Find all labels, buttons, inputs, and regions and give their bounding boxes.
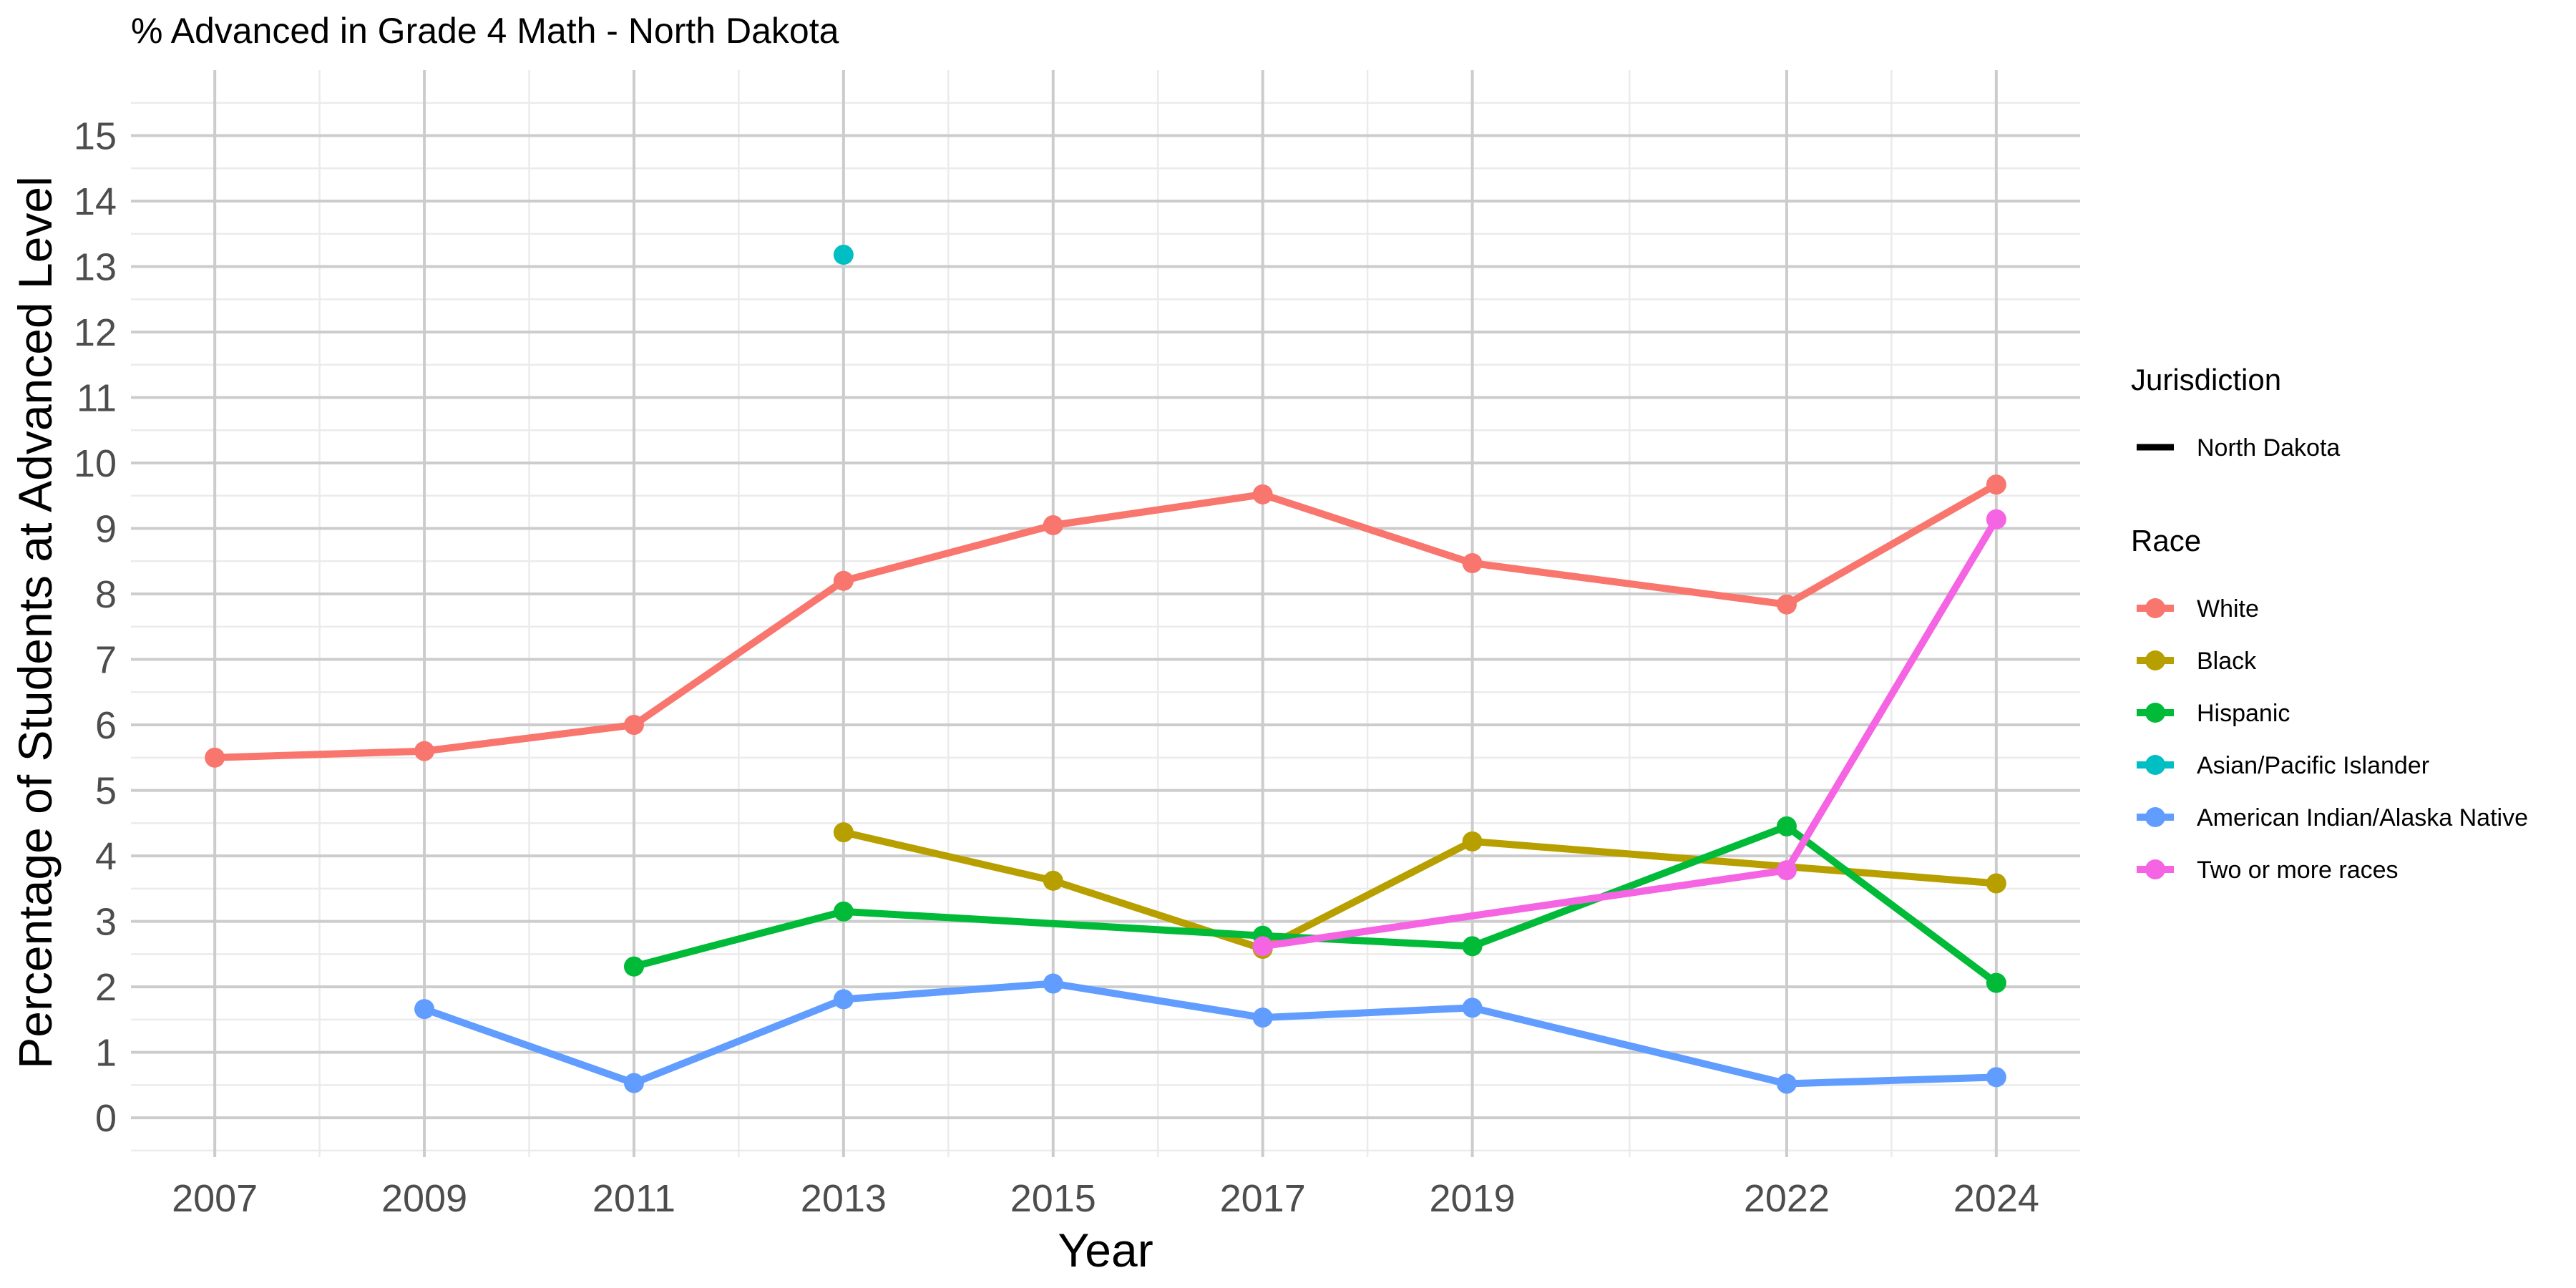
- data-point-american-indian-alaska-native: [1043, 973, 1063, 994]
- legend-key-point: [2145, 650, 2165, 670]
- legend-key-point: [2145, 807, 2165, 827]
- y-tick-label: 11: [77, 377, 117, 420]
- legend-key-point: [2145, 703, 2165, 723]
- y-tick-label: 3: [95, 901, 117, 944]
- data-point-hispanic: [1462, 936, 1483, 957]
- data-point-black: [1043, 870, 1063, 891]
- y-tick-label: 2: [95, 966, 117, 1009]
- legend-item-north-dakota: North Dakota: [2137, 434, 2340, 462]
- data-point-hispanic: [833, 901, 854, 922]
- legend-label: Asian/Pacific Islander: [2197, 752, 2429, 779]
- x-tick-label: 2019: [1430, 1177, 1516, 1220]
- y-tick-label: 14: [74, 180, 117, 223]
- data-point-white: [1043, 514, 1063, 535]
- legend-item-black: Black: [2137, 648, 2257, 675]
- data-point-white: [833, 570, 854, 591]
- y-tick-label: 6: [95, 704, 117, 747]
- y-tick-label: 9: [95, 508, 117, 551]
- x-axis-title: Year: [1058, 1224, 1153, 1277]
- legend-race: Race White Black Hispanic Asian/Pacific Isla…: [2131, 524, 2528, 884]
- series-two-or-more-races: [1252, 509, 2006, 957]
- legend-key-point: [2145, 598, 2165, 618]
- data-point-two-or-more-races: [1776, 860, 1797, 881]
- data-point-american-indian-alaska-native: [1252, 1008, 1273, 1028]
- data-point-hispanic: [1776, 816, 1797, 836]
- y-tick-label: 7: [95, 639, 117, 682]
- series-white: [205, 474, 2006, 768]
- data-point-white: [205, 747, 225, 768]
- x-tick-label: 2015: [1010, 1177, 1096, 1220]
- data-point-white: [414, 741, 435, 761]
- data-point-black: [833, 822, 854, 843]
- legend-item-hispanic: Hispanic: [2137, 700, 2290, 727]
- series-asian-pacific-islander: [833, 245, 854, 265]
- x-tick-label: 2007: [172, 1177, 258, 1220]
- legend-label: Hispanic: [2197, 700, 2290, 727]
- legend-title: Race: [2131, 524, 2201, 557]
- legend-item-asian-pacific-islander: Asian/Pacific Islander: [2137, 752, 2429, 779]
- chart-title: % Advanced in Grade 4 Math - North Dakot…: [131, 11, 839, 51]
- x-tick-label: 2024: [1953, 1177, 2039, 1220]
- series-line-hispanic: [633, 822, 1999, 986]
- legend-title: Jurisdiction: [2131, 363, 2281, 396]
- legend-item-american-indian-alaska-native: American Indian/Alaska Native: [2137, 804, 2528, 831]
- series-layer: [205, 245, 2006, 1094]
- data-point-white: [1462, 553, 1483, 574]
- data-point-two-or-more-races: [1986, 509, 2006, 530]
- data-point-american-indian-alaska-native: [1986, 1067, 2006, 1088]
- legend-key-point: [2145, 859, 2165, 879]
- legend-item-two-or-more-races: Two or more races: [2137, 857, 2399, 884]
- series-black: [833, 822, 2006, 960]
- data-point-white: [1252, 484, 1273, 504]
- data-point-two-or-more-races: [1252, 936, 1273, 957]
- data-point-american-indian-alaska-native: [833, 989, 854, 1010]
- data-point-black: [1986, 873, 2006, 894]
- legend-label: American Indian/Alaska Native: [2197, 804, 2528, 831]
- x-tick-label: 2022: [1744, 1177, 1830, 1220]
- legend-jurisdiction: Jurisdiction North Dakota: [2131, 363, 2340, 462]
- y-tick-label: 13: [74, 246, 117, 289]
- legend-label: North Dakota: [2197, 434, 2340, 462]
- y-tick-label: 12: [74, 311, 117, 354]
- data-point-asian-pacific-islander: [833, 245, 854, 265]
- data-point-american-indian-alaska-native: [1462, 997, 1483, 1018]
- legend: Jurisdiction North Dakota Race White Black Hi…: [2131, 363, 2528, 884]
- legend-label: Black: [2197, 648, 2257, 675]
- y-tick-label: 15: [74, 115, 117, 158]
- y-tick-label: 0: [95, 1097, 117, 1140]
- x-tick-label: 2011: [592, 1177, 675, 1220]
- x-axis-tick-labels: 2007 2009 2011 2013 2015 2017 2019 2022 2024: [172, 1177, 2039, 1220]
- data-point-hispanic: [1986, 972, 2006, 993]
- data-point-american-indian-alaska-native: [623, 1073, 644, 1093]
- data-point-black: [1462, 831, 1483, 852]
- legend-item-white: White: [2137, 595, 2259, 623]
- data-point-white: [623, 715, 644, 736]
- data-point-hispanic: [623, 956, 644, 977]
- legend-label: Two or more races: [2197, 857, 2399, 884]
- x-tick-label: 2017: [1220, 1177, 1306, 1220]
- series-line-white: [215, 481, 1999, 761]
- minor-gridlines: [131, 70, 2080, 1157]
- data-point-white: [1986, 474, 2006, 495]
- data-point-american-indian-alaska-native: [414, 999, 435, 1020]
- legend-label: White: [2197, 595, 2259, 623]
- y-tick-label: 8: [95, 573, 117, 616]
- data-point-american-indian-alaska-native: [1776, 1073, 1797, 1094]
- y-axis-title: Percentage of Students at Advanced Level: [9, 176, 62, 1069]
- data-point-white: [1776, 594, 1797, 615]
- y-tick-label: 1: [95, 1032, 117, 1075]
- major-gridlines: [131, 70, 2080, 1157]
- legend-key-point: [2145, 755, 2165, 775]
- y-tick-label: 5: [95, 770, 117, 813]
- y-tick-label: 4: [95, 835, 117, 878]
- x-tick-label: 2009: [381, 1177, 467, 1220]
- y-tick-label: 10: [74, 442, 117, 485]
- series-american-indian-alaska-native: [414, 973, 2006, 1094]
- series-line-american-indian-alaska-native: [423, 980, 1996, 1088]
- x-tick-label: 2013: [801, 1177, 887, 1220]
